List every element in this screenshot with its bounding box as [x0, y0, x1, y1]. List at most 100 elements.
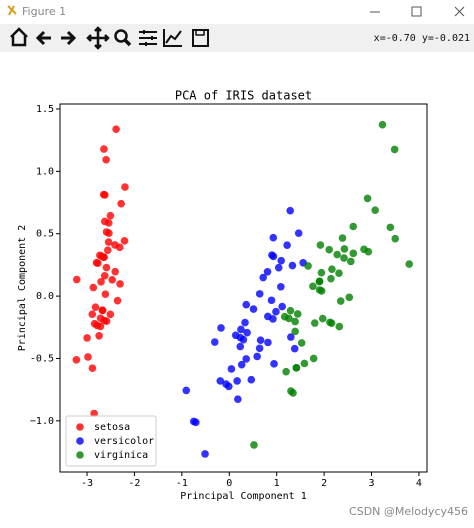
point	[304, 262, 312, 270]
legend-label: versicolor	[94, 436, 154, 447]
point	[345, 293, 354, 302]
point	[272, 307, 280, 316]
legend-marker	[76, 437, 84, 445]
legend-box	[65, 415, 157, 467]
point	[243, 328, 251, 337]
point	[297, 339, 306, 347]
point	[259, 273, 267, 282]
point	[336, 297, 345, 305]
point	[256, 336, 265, 344]
point	[250, 441, 258, 449]
y-axis-label: Principal Component 2	[17, 225, 28, 351]
point	[255, 290, 264, 298]
point	[294, 229, 303, 238]
point	[102, 155, 110, 164]
point	[236, 342, 245, 351]
point	[360, 245, 368, 254]
point	[277, 282, 285, 291]
point	[104, 238, 113, 246]
point	[97, 277, 105, 286]
point	[290, 344, 299, 353]
maximize-button[interactable]	[411, 6, 422, 17]
pan-button[interactable]	[86, 26, 110, 50]
point	[287, 387, 295, 395]
point	[340, 245, 349, 253]
chart-title: PCA of IRIS dataset	[175, 89, 312, 103]
point	[347, 257, 355, 266]
close-button[interactable]	[454, 6, 465, 17]
back-button[interactable]	[35, 30, 51, 46]
point	[264, 312, 272, 321]
point	[72, 275, 81, 284]
y-tick-label: 1.0	[36, 166, 54, 177]
point	[264, 338, 272, 347]
point	[270, 360, 278, 368]
point	[328, 265, 336, 273]
point	[278, 302, 286, 311]
subplots-button[interactable]	[139, 30, 157, 46]
point	[84, 353, 92, 361]
point	[315, 286, 324, 294]
point	[291, 327, 299, 336]
cursor-status: x=-0.70 y=-0.021	[374, 33, 470, 44]
point	[286, 206, 295, 215]
point	[95, 331, 103, 340]
point	[72, 356, 81, 364]
point	[96, 322, 105, 331]
point	[363, 194, 372, 203]
point	[233, 377, 241, 385]
home-button[interactable]	[10, 27, 28, 47]
zoom-button[interactable]	[114, 29, 132, 47]
point	[378, 120, 387, 129]
point	[309, 354, 318, 363]
y-tick-label: -0.5	[30, 353, 54, 364]
point	[111, 267, 119, 276]
point	[327, 274, 335, 283]
point	[317, 268, 326, 277]
point	[274, 263, 283, 272]
edit-axis-button[interactable]	[163, 29, 182, 47]
point	[91, 303, 100, 312]
x-tick-label: 0	[226, 478, 232, 489]
point	[286, 306, 295, 315]
point	[287, 333, 295, 341]
point	[121, 183, 129, 191]
point	[101, 290, 110, 299]
point	[405, 260, 414, 268]
point	[99, 190, 108, 199]
legend-label: setosa	[94, 422, 130, 433]
legend-label: virginica	[94, 450, 148, 461]
point	[269, 233, 278, 242]
point	[94, 259, 102, 267]
point	[89, 283, 98, 292]
point	[242, 355, 251, 363]
point	[112, 125, 120, 133]
point	[292, 364, 301, 372]
point	[106, 211, 115, 220]
point	[227, 365, 236, 373]
forward-button[interactable]	[61, 30, 77, 46]
point	[104, 219, 113, 227]
save-button[interactable]	[192, 29, 209, 47]
point	[105, 229, 113, 238]
point	[100, 253, 108, 261]
point	[280, 312, 289, 321]
point	[210, 338, 219, 346]
point	[293, 310, 302, 318]
x-tick-label: 2	[321, 478, 327, 489]
point	[340, 254, 348, 262]
point	[102, 317, 111, 325]
x-tick-label: -1	[176, 478, 188, 489]
legend-marker	[76, 423, 84, 431]
point	[391, 234, 400, 243]
y-tick-label: 0.5	[36, 229, 54, 240]
point	[90, 319, 99, 328]
point	[102, 263, 111, 272]
point	[182, 386, 191, 395]
point	[255, 344, 264, 353]
point	[335, 269, 343, 277]
point	[120, 237, 129, 245]
point	[249, 305, 258, 313]
point	[318, 314, 327, 323]
point	[310, 319, 319, 327]
